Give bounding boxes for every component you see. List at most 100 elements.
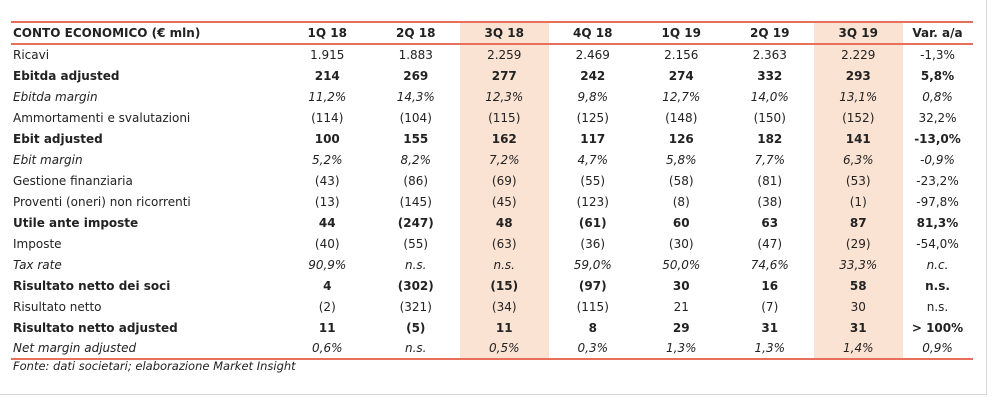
table-cell: 5,8% xyxy=(920,68,955,83)
table-cell: 33,3% xyxy=(814,254,903,275)
table-cell: 274 xyxy=(668,68,694,83)
row-label: Ammortamenti e svalutazioni xyxy=(13,110,191,125)
table-cell: (7) xyxy=(761,299,779,314)
table-cell: 12,3% xyxy=(460,86,549,107)
table-cell: n.s. xyxy=(371,338,460,360)
table-cell: (125) xyxy=(576,110,609,125)
column-header: 1Q 19 xyxy=(637,21,726,45)
table-cell: (69) xyxy=(460,170,549,191)
table-row: Utile ante imposte 44 (247) 48 (61) 60 63 87 81,… xyxy=(11,212,973,233)
table-cell: 63 xyxy=(761,215,779,230)
table-cell: 0,8% xyxy=(922,89,953,104)
row-label: Tax rate xyxy=(13,257,62,272)
table-cell: (47) xyxy=(757,236,783,251)
table-cell: 0,6% xyxy=(283,338,372,360)
column-header: 1Q 18 xyxy=(283,21,372,45)
table-cell: > 100% xyxy=(911,320,964,335)
table-row: Ebitda margin 11,2% 14,3% 12,3% 9,8% 12,7% 14,… xyxy=(11,86,973,107)
table-cell: (152) xyxy=(814,107,903,128)
table-cell: 4 xyxy=(323,278,332,293)
table-cell: (36) xyxy=(580,236,606,251)
table-cell: 14,0% xyxy=(750,89,789,104)
row-label: Risultato netto adjusted xyxy=(13,320,178,335)
table-cell: 29 xyxy=(672,320,690,335)
table-cell: 141 xyxy=(814,128,903,149)
row-label: Proventi (oneri) non ricorrenti xyxy=(13,194,191,209)
table-cell: (2) xyxy=(318,299,336,314)
table-cell: (45) xyxy=(460,191,549,212)
table-cell: -54,0% xyxy=(916,236,959,251)
row-label: Ebitda adjusted xyxy=(13,68,120,83)
column-header: 3Q 19 xyxy=(814,21,903,45)
source-footnote: Fonte: dati societari; elaborazione Mark… xyxy=(13,359,296,373)
table-cell: (15) xyxy=(460,275,549,296)
table-cell: n.s. xyxy=(925,278,950,293)
column-header: 2Q 19 xyxy=(725,21,814,45)
table-cell: 214 xyxy=(314,68,340,83)
table-cell: (114) xyxy=(311,110,344,125)
table-cell: 332 xyxy=(757,68,783,83)
table-row: Imposte (40) (55) (63) (36) (30) (47) (29) -54,0… xyxy=(11,233,973,254)
table-cell: 293 xyxy=(814,65,903,86)
table-cell: (5) xyxy=(406,320,426,335)
table-cell: 11 xyxy=(318,320,336,335)
table-cell: (34) xyxy=(460,296,549,317)
table-cell: 44 xyxy=(318,215,336,230)
table-row: Net margin adjusted 0,6% n.s. 0,5% 0,3% 1,3% 1… xyxy=(11,338,973,360)
table-cell: 6,3% xyxy=(814,149,903,170)
table-row: Ebit margin 5,2% 8,2% 7,2% 4,7% 5,8% 7,7% 6,3% -… xyxy=(11,149,973,170)
table-row: Tax rate 90,9% n.s. n.s. 59,0% 50,0% 74,6% 33,3… xyxy=(11,254,973,275)
table-cell: 30 xyxy=(672,278,690,293)
table-cell: (30) xyxy=(668,236,694,251)
table-cell: (58) xyxy=(668,173,694,188)
table-cell: n.s. xyxy=(460,254,549,275)
table-row: Proventi (oneri) non ricorrenti (13) (145)… xyxy=(11,191,973,212)
table-cell: 0,3% xyxy=(548,338,637,360)
table-cell: 182 xyxy=(757,131,783,146)
row-label: Gestione finanziaria xyxy=(13,173,133,188)
row-label: Utile ante imposte xyxy=(13,215,139,230)
table-cell: (63) xyxy=(460,233,549,254)
table-cell: 1,3% xyxy=(637,338,726,360)
table-cell: 269 xyxy=(403,68,429,83)
table-cell: (81) xyxy=(757,173,783,188)
table-cell: 100 xyxy=(314,131,340,146)
table-cell: 9,8% xyxy=(577,89,609,104)
table-cell: (1) xyxy=(814,191,903,212)
table-cell: 126 xyxy=(668,131,694,146)
table-cell: 8,2% xyxy=(400,152,432,167)
table-cell: (55) xyxy=(403,236,429,251)
table-cell: n.c. xyxy=(926,257,949,272)
table-cell: 242 xyxy=(580,68,606,83)
column-header: 4Q 18 xyxy=(548,21,637,45)
table-cell: n.s. xyxy=(926,299,949,314)
row-label: Net margin adjusted xyxy=(11,338,283,360)
table-cell: 87 xyxy=(814,212,903,233)
table-cell: 155 xyxy=(403,131,429,146)
table-cell: 1,3% xyxy=(725,338,814,360)
table-cell: 5,8% xyxy=(666,152,697,167)
table-cell: (8) xyxy=(672,194,690,209)
table-cell: 60 xyxy=(672,215,690,230)
table-cell: 1,4% xyxy=(814,338,903,360)
table-cell: 14,3% xyxy=(396,89,435,104)
column-header: 3Q 18 xyxy=(460,21,549,45)
row-label: Ebitda margin xyxy=(13,89,98,104)
table-cell: (43) xyxy=(314,173,340,188)
row-label: Risultato netto dei soci xyxy=(13,278,171,293)
table-cell: (61) xyxy=(578,215,607,230)
table-body: Ricavi 1.915 1.883 2.259 2.469 2.156 2.363 2.22… xyxy=(11,44,973,360)
column-header: 2Q 18 xyxy=(371,21,460,45)
table-cell: 13,1% xyxy=(814,86,903,107)
table-cell: (145) xyxy=(399,194,432,209)
table-cell: (86) xyxy=(403,173,429,188)
table-cell: 7,7% xyxy=(754,152,786,167)
table-cell: 8 xyxy=(588,320,597,335)
table-cell: (97) xyxy=(578,278,607,293)
table-cell: 50,0% xyxy=(662,257,701,272)
table-cell: (321) xyxy=(399,299,432,314)
table-cell: n.s. xyxy=(405,257,427,272)
income-statement-table: CONTO ECONOMICO (€ mln) 1Q 18 2Q 18 3Q 18 4Q… xyxy=(11,21,973,360)
row-label: Ricavi xyxy=(13,48,50,62)
table-cell: 90,9% xyxy=(308,257,347,272)
